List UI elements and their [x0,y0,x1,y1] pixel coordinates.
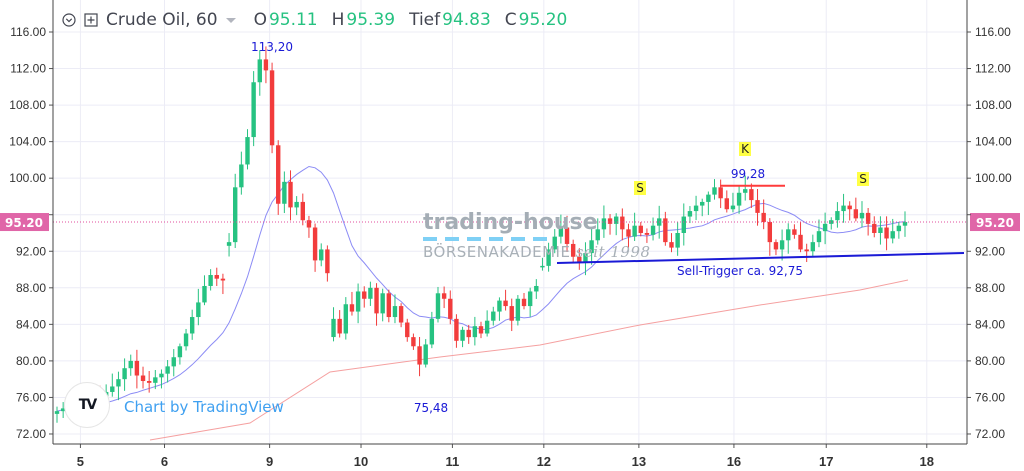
svg-text:95.20: 95.20 [5,216,43,230]
logo-text: TV [78,397,97,413]
watermark: trading-house BÖRSENAKADEMIE seit 1998 [423,212,651,261]
y-tick-label-right: 92.00 [975,244,1005,258]
svg-text:K: K [741,142,750,156]
x-tick-label: 6 [161,454,168,469]
y-tick-label-right: 88.00 [975,281,1005,295]
y-tick-label-left: 116.00 [10,25,46,39]
annotations: 95.20 95.20 113,20 75,48 99,28 S K S Sell-Trigge… [0,40,1020,415]
watermark-academy: BÖRSENAKADEMIE [423,243,571,261]
collapse-circle-icon[interactable] [62,13,76,27]
y-tick-label-left: 88.00 [16,281,46,295]
candlesticks [54,46,908,423]
y-tick-label-right: 116.00 [975,25,1011,39]
x-tick-label: 17 [819,454,833,469]
price-label-right [970,213,1020,232]
x-tick-label: 5 [77,454,84,469]
y-tick-label-right: 104.00 [975,135,1012,149]
x-tick-label: 10 [354,454,368,469]
y-tick-label-right: 100.00 [975,171,1012,185]
left-shoulder-label [634,181,646,195]
x-tick-label: 18 [920,454,934,469]
svg-text:95.20: 95.20 [976,216,1014,230]
add-compare-icon[interactable] [84,13,98,27]
y-tick-label-right: 112.00 [975,62,1011,76]
x-tick-label: 16 [727,454,741,469]
high-value: 95.39 [346,10,396,30]
high-label: H [331,10,345,30]
svg-text:S: S [859,172,867,186]
close-label: C [504,10,517,30]
axes[interactable]: 72.00 72.00 76.00 76.00 80.00 80.00 84.00 84.00… [9,0,1012,469]
symbol-name[interactable]: Crude Oil, 60 [106,10,218,30]
svg-text:S: S [636,181,644,195]
price-label-left [0,213,49,232]
tradingview-credit-link[interactable]: Chart by TradingView [124,398,284,416]
head-annotation: 99,28 [731,167,765,181]
watermark-subtitle: BÖRSENAKADEMIE seit 1998 [423,243,651,261]
y-tick-label-left: 112.00 [10,62,46,76]
y-tick-label-right: 72.00 [975,427,1005,441]
y-tick-label-right: 80.00 [975,354,1005,368]
watermark-since: seit 1998 [570,243,651,261]
y-tick-label-right: 108.00 [975,98,1012,112]
low-label: Tief [409,10,441,30]
head-label [739,142,751,156]
x-tick-label: 9 [266,454,273,469]
close-value: 95.20 [518,10,568,30]
chevron-down-icon[interactable] [225,17,236,23]
y-tick-label-left: 72.00 [16,427,46,441]
right-shoulder-label [857,172,869,186]
symbol-legend: Crude Oil, 60 O 95.11 H 95.39 Tief 94.83… [62,10,581,30]
watermark-dashes [423,237,547,241]
x-tick-label: 13 [632,454,646,469]
y-tick-label-left: 104.00 [9,135,46,149]
y-tick-label-right: 84.00 [975,317,1005,331]
low-value: 94.83 [442,10,491,30]
open-label: O [253,10,267,30]
low-annotation: 75,48 [414,401,448,415]
y-tick-label-left: 92.00 [16,244,46,258]
tradingview-logo[interactable]: TV [64,382,110,428]
sell-trigger-annotation: Sell-Trigger ca. 92,75 [677,264,803,278]
watermark-title: trading-house [423,210,598,235]
y-tick-label-left: 80.00 [16,354,46,368]
y-tick-label-left: 100.00 [9,171,46,185]
x-tick-label: 11 [446,454,460,469]
y-tick-label-left: 76.00 [16,390,46,404]
open-value: 95.11 [268,10,318,30]
high-annotation: 113,20 [251,40,293,54]
y-tick-label-left: 84.00 [16,317,46,331]
sell-trigger-line [556,252,965,264]
x-tick-label: 12 [537,454,551,469]
y-tick-label-left: 108.00 [9,98,46,112]
y-tick-label-right: 76.00 [975,390,1005,404]
